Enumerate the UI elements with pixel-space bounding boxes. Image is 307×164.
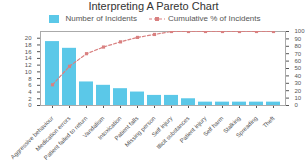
svg-text:Stalking: Stalking: [222, 115, 242, 135]
html-text:Interpreting A Pareto Chart: Interpreting A Pareto Chart: [88, 0, 219, 12]
svg-text:70: 70: [295, 51, 302, 57]
svg-text:90: 90: [295, 36, 302, 42]
svg-text:20: 20: [295, 88, 302, 94]
svg-text:8: 8: [28, 76, 32, 82]
svg-text:60: 60: [295, 58, 302, 64]
html-text:Number of Incidents: Number of Incidents: [65, 14, 137, 23]
svg-text:Aggressive behaviour: Aggressive behaviour: [9, 115, 55, 161]
svg-text:14: 14: [25, 55, 32, 61]
svg-text:Spreading: Spreading: [235, 115, 259, 139]
svg-text:20: 20: [25, 35, 32, 41]
svg-text:12: 12: [25, 62, 32, 68]
svg-text:0: 0: [28, 102, 32, 108]
svg-text:80: 80: [295, 43, 302, 49]
svg-text:Patient failed to return: Patient failed to return: [43, 115, 89, 161]
svg-text:Vandalism: Vandalism: [81, 115, 106, 139]
svg-text:Intoxication: Intoxication: [96, 115, 123, 141]
svg-text:10: 10: [295, 95, 302, 101]
svg-text:4: 4: [28, 89, 32, 95]
svg-text:Self harm: Self harm: [202, 115, 224, 137]
svg-text:100: 100: [295, 28, 306, 34]
svg-text:Self injury: Self injury: [150, 115, 174, 138]
svg-text:10: 10: [25, 69, 32, 75]
svg-text:Patient falls: Patient falls: [113, 115, 140, 142]
svg-text:50: 50: [295, 65, 302, 71]
svg-text:Medication errors: Medication errors: [34, 115, 72, 153]
svg-text:Patient injury: Patient injury: [179, 115, 208, 144]
svg-text:Theft: Theft: [262, 115, 276, 129]
html-text:Cumulative % of Incidents: Cumulative % of Incidents: [168, 14, 261, 23]
svg-text:40: 40: [295, 73, 302, 79]
svg-text:Missing person: Missing person: [123, 115, 157, 148]
svg-text:2: 2: [28, 96, 32, 102]
svg-text:16: 16: [25, 49, 32, 55]
svg-text:6: 6: [28, 82, 32, 88]
svg-text:0: 0: [295, 102, 299, 108]
svg-text:18: 18: [25, 42, 32, 48]
svg-text:30: 30: [295, 80, 302, 86]
svg-text:Illicit substances: Illicit substances: [155, 115, 191, 151]
